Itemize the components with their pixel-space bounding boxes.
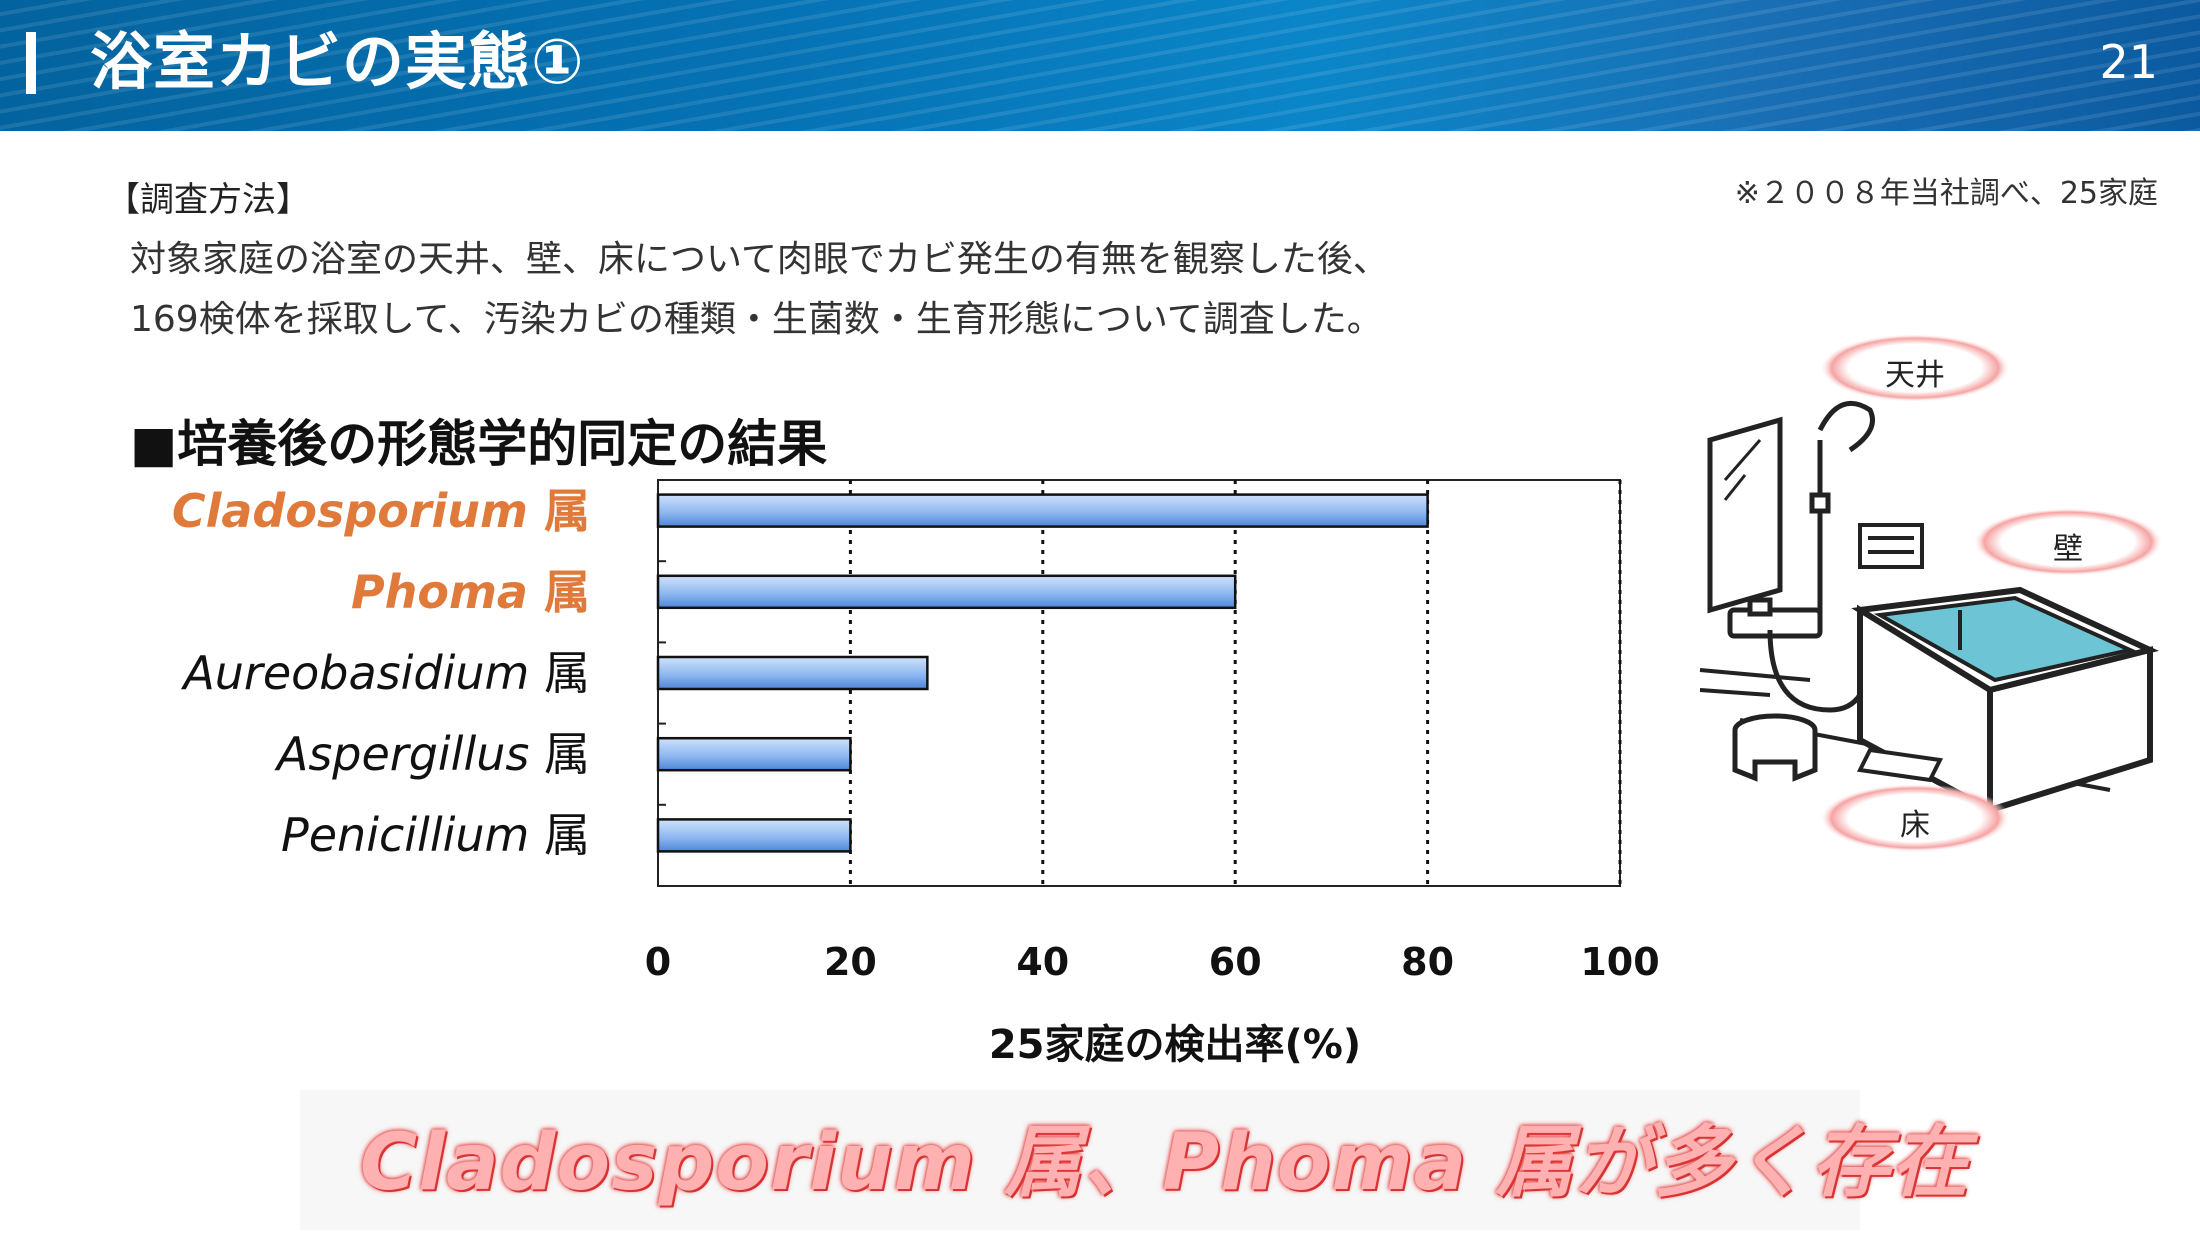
bar-penicillium	[656, 818, 852, 853]
category-name: Phoma	[350, 564, 544, 619]
conclusion-panel	[300, 1090, 1860, 1230]
category-suffix: 属	[544, 564, 590, 619]
floor-ring-icon	[1820, 784, 2010, 852]
floor-label: 床	[1900, 808, 1930, 843]
ceiling-ring-icon	[1820, 334, 2010, 402]
ceiling-label: 天井	[1885, 358, 1945, 393]
category-label-penicillium: Penicillium 属	[281, 808, 590, 862]
bathroom-illustration	[1699, 334, 2163, 852]
wall-label: 壁	[2053, 532, 2083, 567]
source-note: ※２００８年当社調べ、25家庭	[1734, 176, 2158, 211]
category-label-aspergillus: Aspergillus 属	[277, 727, 590, 781]
bar-cladosporium	[656, 493, 1429, 528]
category-label-cladosporium: Cladosporium 属	[172, 484, 590, 538]
category-name: Aureobasidium	[183, 646, 544, 700]
category-suffix: 属	[544, 727, 590, 782]
method-label: 【調査方法】	[106, 180, 310, 220]
category-suffix: 属	[544, 483, 590, 538]
x-tick-label: 60	[1209, 940, 1262, 984]
bathtub-icon	[1851, 586, 2159, 816]
category-name: Cladosporium	[171, 483, 544, 538]
category-name: Aspergillus	[276, 727, 544, 782]
category-label-phoma: Phoma 属	[351, 565, 590, 619]
stool-icon	[1732, 713, 1818, 782]
x-tick-label: 20	[824, 940, 877, 984]
x-tick-label: 0	[645, 940, 671, 984]
x-tick-label: 80	[1401, 940, 1454, 984]
x-tick-label: 40	[1016, 940, 1069, 984]
slide-title: 浴室カビの実態①	[90, 25, 585, 98]
category-label-aureobasidium: Aureobasidium 属	[183, 646, 590, 700]
drain-icon	[1856, 747, 1944, 783]
category-name: Penicillium	[281, 808, 544, 863]
header-accent-bar	[26, 32, 36, 94]
x-axis-title: 25家庭の検出率(%)	[988, 1022, 1362, 1068]
control-panel-icon	[1858, 523, 1924, 569]
slide-header: 浴室カビの実態① 21	[0, 0, 2200, 131]
faucet-icon	[1727, 597, 1823, 639]
category-suffix: 属	[544, 646, 590, 700]
conclusion-text: Cladosporium 属、Phoma 属が多く存在	[360, 1118, 1970, 1208]
page-number: 21	[2099, 35, 2158, 89]
method-description-line-1: 対象家庭の浴室の天井、壁、床について肉眼でカビ発生の有無を観察した後、	[130, 239, 1389, 280]
category-suffix: 属	[544, 808, 590, 863]
section-title: ■培養後の形態学的同定の結果	[130, 415, 828, 473]
method-description-line-2: 169検体を採取して、汚染カビの種類・生菌数・生育形態について調査した。	[130, 299, 1383, 340]
x-tick-label: 100	[1580, 940, 1659, 984]
bar-aureobasidium	[656, 655, 929, 691]
mirror-icon	[1707, 416, 1783, 614]
bar-aspergillus	[656, 736, 852, 772]
wall-ring-icon	[1973, 508, 2163, 576]
bar-phoma	[656, 574, 1237, 610]
header-decoration	[0, 0, 2200, 131]
